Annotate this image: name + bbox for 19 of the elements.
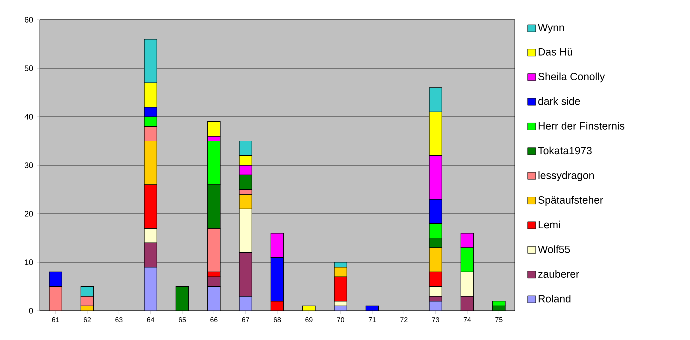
legend-label: Spätaufsteher [538, 196, 604, 206]
y-tick-label: 30 [24, 162, 34, 168]
y-tick-label: 60 [24, 17, 34, 23]
legend-label: Wolf55 [538, 246, 570, 254]
y-tick-label: 50 [24, 66, 34, 72]
legend-label: Herr der Finsternis [538, 122, 625, 130]
legend-label: Wynn [538, 24, 564, 34]
y-tick-label: 40 [24, 114, 34, 120]
legend-label: Tokata1973 [538, 146, 592, 155]
legend-label: Roland [538, 294, 571, 303]
legend-label: dark side [538, 97, 580, 106]
legend-label: lessydragon [538, 172, 594, 182]
legend-label: Lemi [538, 220, 560, 229]
legend-label: Das Hü [538, 48, 572, 56]
y-tick-label: 20 [24, 211, 34, 217]
legend-label: zauberer [538, 270, 580, 278]
legend-label: Sheila Conolly [538, 72, 606, 83]
y-tick-label: 10 [25, 260, 34, 266]
y-tick-label: 0 [29, 308, 34, 314]
